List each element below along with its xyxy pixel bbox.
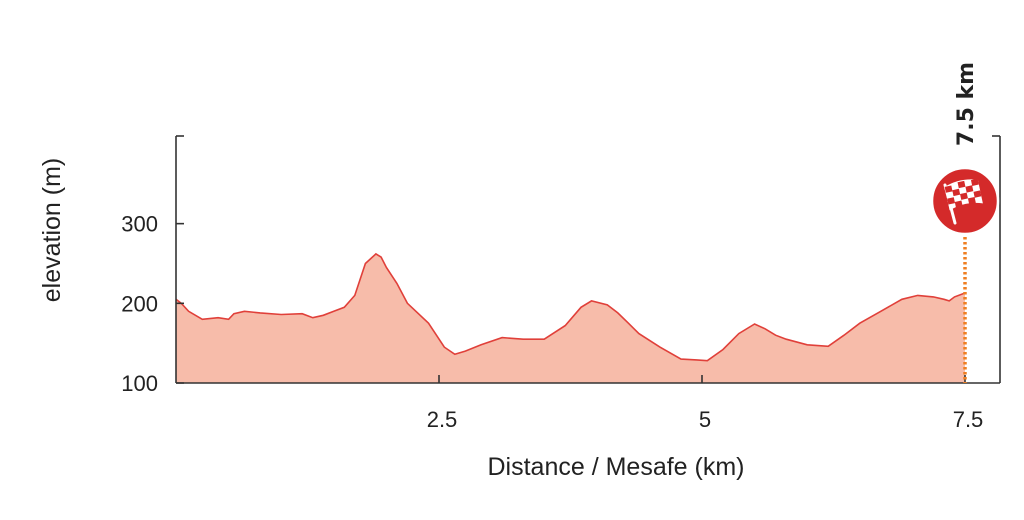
y-tick-label: 100 <box>121 371 158 396</box>
y-axis-title: elevation (m) <box>38 158 66 303</box>
finish-marker: 7.5 km <box>930 62 1000 383</box>
x-tick-label: 7.5 <box>953 407 984 432</box>
elevation-line <box>175 252 966 362</box>
ticks: 100 200 300 2.5 5 7.5 <box>121 212 983 432</box>
x-axis-title: Distance / Mesafe (km) <box>487 453 744 481</box>
elevation-area <box>176 253 965 383</box>
x-tick-label: 5 <box>699 407 711 432</box>
axes <box>175 135 1001 384</box>
y-tick-label: 300 <box>121 212 158 237</box>
finish-distance-label: 7.5 km <box>954 62 979 146</box>
y-tick-label: 200 <box>121 291 158 316</box>
plot-area <box>175 252 966 383</box>
x-tick-label: 2.5 <box>427 407 458 432</box>
checkered-flag-icon <box>943 178 983 225</box>
